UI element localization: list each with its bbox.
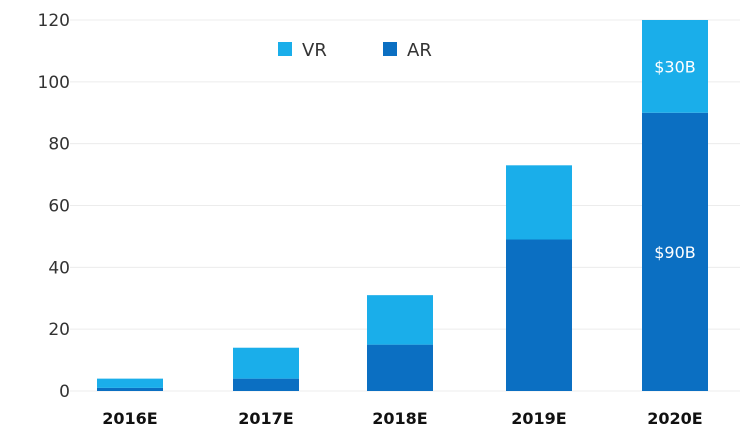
x-tick-label: 2017E [238,409,293,428]
bar-vr-2018E [367,295,433,345]
data-label: $30B [654,57,696,76]
bar-ar-2019E [506,239,572,391]
x-tick-label: 2019E [511,409,566,428]
data-label: $90B [654,243,696,262]
y-tick-label: 20 [48,320,70,340]
x-tick-label: 2016E [102,409,157,428]
legend-label-vr: VR [302,40,327,61]
y-tick-label: 80 [48,135,70,155]
bar-vr-2020E [642,20,708,113]
bar-ar-2020E [642,112,708,391]
y-tick-label: 0 [59,382,70,402]
legend-label-ar: AR [407,40,432,61]
legend-swatch-ar [383,42,397,56]
legend-swatch-vr [278,42,292,56]
bar-vr-2019E [506,165,572,240]
bar-ar-2018E [367,344,433,391]
y-tick-label: 60 [48,197,70,217]
bar-ar-2016E [97,387,163,391]
bar-ar-2017E [233,378,299,391]
bar-vr-2016E [97,378,163,388]
bar-vr-2017E [233,347,299,379]
x-tick-label: 2018E [372,409,427,428]
y-tick-label: 120 [38,11,70,31]
y-tick-label: 40 [48,258,70,278]
y-tick-label: 100 [38,73,70,93]
x-tick-label: 2020E [647,409,702,428]
